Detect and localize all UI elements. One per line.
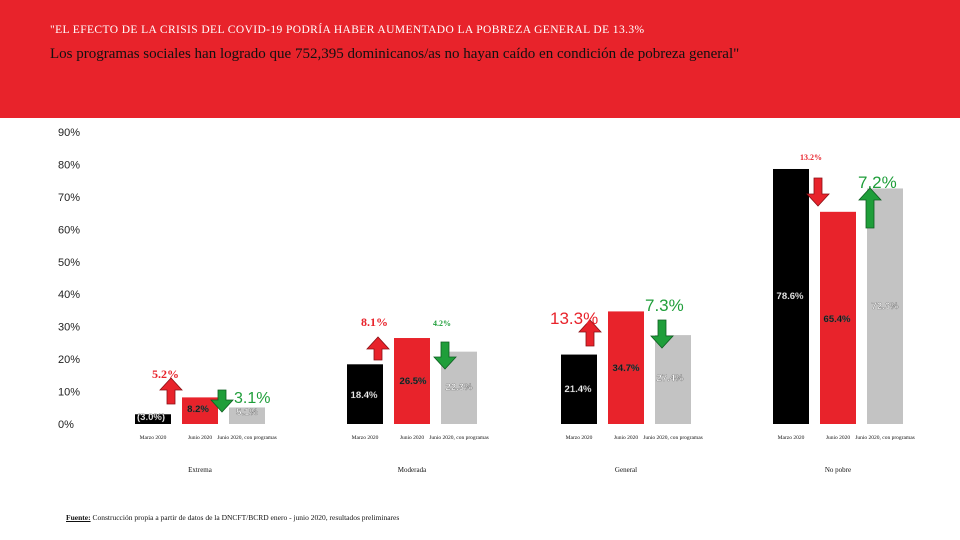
- category-label: Marzo 2020: [566, 435, 593, 441]
- bar: [182, 397, 218, 424]
- source-label: Fuente:: [66, 513, 91, 522]
- arrow-up-icon: [159, 377, 183, 405]
- value-label: 22.3%: [446, 382, 473, 393]
- subline-post: dominicanos/as no hayan caído en condici…: [343, 46, 740, 62]
- group-label: Extrema: [188, 466, 213, 474]
- value-label: 27.4%: [657, 373, 684, 384]
- bar: [347, 364, 383, 424]
- annotation-down: 3.1%: [234, 390, 270, 407]
- y-tick-label: 10%: [58, 387, 80, 399]
- value-label: 26.5%: [400, 376, 427, 387]
- annotation-down: 13.2%: [800, 153, 822, 162]
- bar: [820, 211, 856, 424]
- value-label: 65.4%: [824, 314, 851, 325]
- bar: [229, 407, 265, 424]
- annotation-up: 13.3%: [550, 309, 598, 328]
- category-label: Junio 2020: [826, 435, 851, 441]
- value-label: 21.4%: [565, 384, 592, 395]
- value-label: 72.6%: [872, 301, 899, 312]
- arrow-down-icon: [650, 319, 674, 349]
- group-label: Moderada: [398, 466, 427, 474]
- bar: [608, 311, 644, 424]
- category-label: Junio 2020: [400, 435, 425, 441]
- y-tick-label: 70%: [58, 192, 80, 204]
- value-label: 78.6%: [777, 291, 804, 302]
- arrow-up-icon: [578, 319, 602, 347]
- y-tick-label: 90%: [58, 127, 80, 139]
- category-label: Junio 2020: [188, 435, 213, 441]
- value-label: (3.0%): [137, 412, 165, 423]
- bar: [135, 414, 171, 424]
- annotation-up: 5.2%: [152, 367, 179, 381]
- arrow-down-icon: [433, 341, 457, 370]
- annotation-down: 7.3%: [645, 296, 684, 315]
- value-label: 34.7%: [613, 363, 640, 374]
- headline: "EL EFECTO DE LA CRISIS DEL COVID-19 POD…: [50, 24, 645, 36]
- subline-pre: Los programas sociales han logrado que: [50, 46, 295, 62]
- y-tick-label: 20%: [58, 354, 80, 366]
- source-text: Construcción propia a partir de datos de…: [90, 513, 400, 522]
- group-label: No pobre: [825, 466, 851, 474]
- bar: [561, 354, 597, 424]
- annotation-down: 4.2%: [433, 319, 451, 328]
- arrow-down-icon: [210, 389, 234, 413]
- group-label: General: [615, 466, 637, 474]
- category-label: Marzo 2020: [140, 435, 167, 441]
- category-label: Junio 2020: [614, 435, 639, 441]
- y-tick-label: 60%: [58, 224, 80, 236]
- title-banner: [0, 0, 960, 118]
- value-label: 5.1%: [236, 407, 258, 418]
- category-label: Junio 2020, con programas: [429, 435, 489, 441]
- category-label: Junio 2020, con programas: [855, 435, 915, 441]
- category-label: Junio 2020, con programas: [217, 435, 277, 441]
- bar: [773, 168, 809, 424]
- category-label: Marzo 2020: [778, 435, 805, 441]
- source-note: Fuente: Construcción propia a partir de …: [66, 513, 399, 522]
- value-label: 8.2%: [187, 404, 209, 415]
- bar: [655, 335, 691, 424]
- value-label: 18.4%: [351, 390, 378, 401]
- arrow-up-icon: [366, 336, 390, 361]
- y-tick-label: 0%: [58, 419, 74, 431]
- annotation-up: 7.2%: [858, 173, 897, 192]
- y-tick-label: 40%: [58, 289, 80, 301]
- annotation-up: 8.1%: [361, 315, 388, 329]
- subline-number: 752,395: [294, 46, 344, 62]
- y-tick-label: 30%: [58, 322, 80, 334]
- category-label: Marzo 2020: [352, 435, 379, 441]
- y-tick-label: 50%: [58, 257, 80, 269]
- arrow-down-icon: [806, 177, 830, 207]
- subline: Los programas sociales han logrado que 7…: [50, 46, 739, 63]
- bar: [394, 338, 430, 424]
- category-label: Junio 2020, con programas: [643, 435, 703, 441]
- arrow-up-icon: [858, 187, 882, 229]
- y-tick-label: 80%: [58, 159, 80, 171]
